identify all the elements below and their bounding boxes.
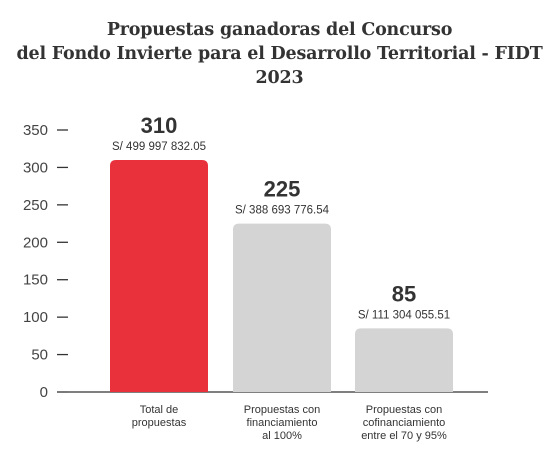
bar-2 — [233, 223, 331, 392]
category-label-3-line-3: entre el 70 y 95% — [361, 430, 447, 442]
category-label-3-line-2: cofinanciamiento — [363, 417, 446, 429]
y-tick-label-250: 250 — [23, 197, 48, 214]
y-tick-label-200: 200 — [23, 234, 48, 251]
bar-1 — [110, 159, 208, 392]
y-tick-label-350: 350 — [23, 122, 48, 139]
y-tick-label-100: 100 — [23, 309, 48, 326]
bar-amount-label-3: S/ 111 304 055.51 — [358, 309, 450, 321]
category-label-2-line-3: al 100% — [262, 430, 302, 442]
category-label-2-line-2: financiamiento — [247, 417, 318, 429]
chart-title: Propuestas ganadoras del Concurso del Fo… — [0, 18, 559, 90]
y-tick-label-300: 300 — [23, 159, 48, 176]
bar-value-label-3: 85 — [392, 281, 416, 306]
chart-title-line-2: del Fondo Invierte para el Desarrollo Te… — [16, 44, 543, 88]
y-tick-label-0: 0 — [40, 384, 48, 401]
bar-amount-label-1: S/ 499 997 832.05 — [112, 141, 206, 153]
bar-value-label-1: 310 — [141, 113, 178, 138]
category-label-2-line-1: Propuestas con — [244, 404, 320, 416]
category-label-3-line-1: Propuestas con — [366, 404, 442, 416]
y-tick-label-50: 50 — [31, 347, 48, 364]
bar-value-label-2: 225 — [264, 177, 301, 202]
bar-3 — [355, 328, 453, 392]
category-label-1-line-1: Total de — [140, 404, 179, 416]
y-tick-label-150: 150 — [23, 272, 48, 289]
bar-amount-label-2: S/ 388 693 776.54 — [235, 205, 330, 217]
category-label-1-line-2: propuestas — [132, 417, 187, 429]
chart-title-line-1: Propuestas ganadoras del Concurso — [106, 20, 453, 40]
